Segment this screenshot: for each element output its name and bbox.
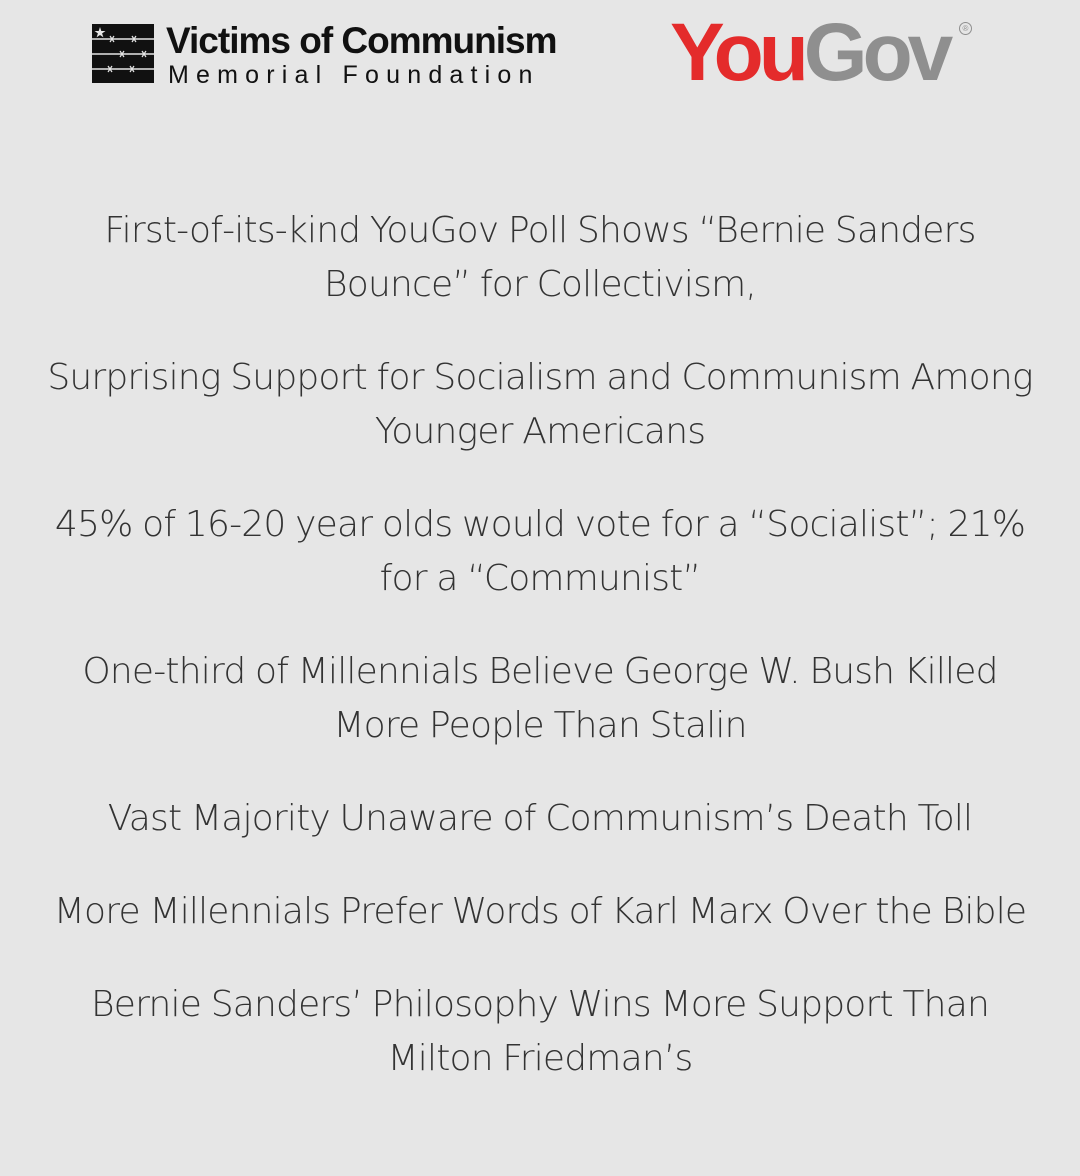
headline-list: First-of-its-kind YouGov Poll Shows “Ber… — [40, 204, 1040, 1125]
headline-item: One-third of Millennials Believe George … — [82, 651, 998, 746]
headline-item: First-of-its-kind YouGov Poll Shows “Ber… — [104, 210, 976, 305]
headline-item: Surprising Support for Socialism and Com… — [47, 357, 1033, 452]
headline-item: 45% of 16-20 year olds would vote for a … — [54, 504, 1026, 599]
yougov-logo: YouGov ® — [670, 7, 990, 100]
yougov-gov: Gov — [803, 7, 954, 98]
voc-subtitle: Memorial Foundation — [168, 61, 540, 89]
barbed-wire-flag-icon — [92, 24, 154, 83]
headline-item: Bernie Sanders’ Philosophy Wins More Sup… — [91, 984, 990, 1079]
yougov-wordmark: YouGov — [670, 7, 954, 98]
headline-item: Vast Majority Unaware of Communism’s Dea… — [107, 798, 973, 839]
yougov-you: You — [670, 7, 809, 98]
headline-item: More Millennials Prefer Words of Karl Ma… — [53, 891, 1027, 932]
voc-title: Victims of Communism — [166, 20, 558, 61]
registered-mark-icon: ® — [959, 22, 972, 35]
logo-header: Victims of Communism Memorial Foundation… — [0, 0, 1080, 130]
voc-logo: Victims of Communism Memorial Foundation — [92, 20, 612, 89]
